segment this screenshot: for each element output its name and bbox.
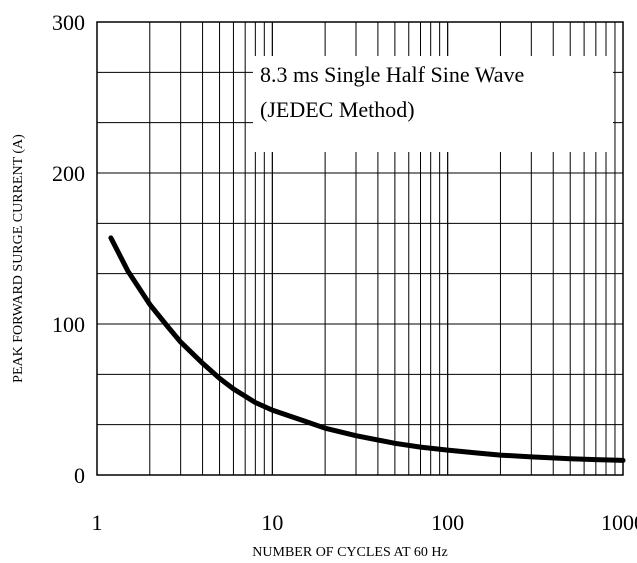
plot-frame <box>96 21 624 476</box>
y-tick-label: 0 <box>74 463 85 488</box>
y-tick-labels: 0 100 200 300 <box>52 10 85 488</box>
y-tick-label: 300 <box>52 10 85 35</box>
x-tick-label: 100 <box>431 510 464 535</box>
y-axis-label: PEAK FORWARD SURGE CURRENT (A) <box>11 134 26 383</box>
x-axis-label: NUMBER OF CYCLES AT 60 Hz <box>252 545 447 560</box>
annotation-box: 8.3 ms Single Half Sine Wave (JEDEC Meth… <box>253 56 613 152</box>
series-layer <box>108 235 626 463</box>
x-tick-label: 10 <box>261 510 283 535</box>
y-tick-label: 200 <box>52 161 85 186</box>
series-line-0 <box>108 235 626 463</box>
annotation-line-2: (JEDEC Method) <box>260 97 415 122</box>
x-tick-label: 1 <box>92 510 103 535</box>
y-tick-label: 100 <box>52 312 85 337</box>
annotation-line-1: 8.3 ms Single Half Sine Wave <box>260 62 524 87</box>
annotation-background <box>253 56 613 152</box>
